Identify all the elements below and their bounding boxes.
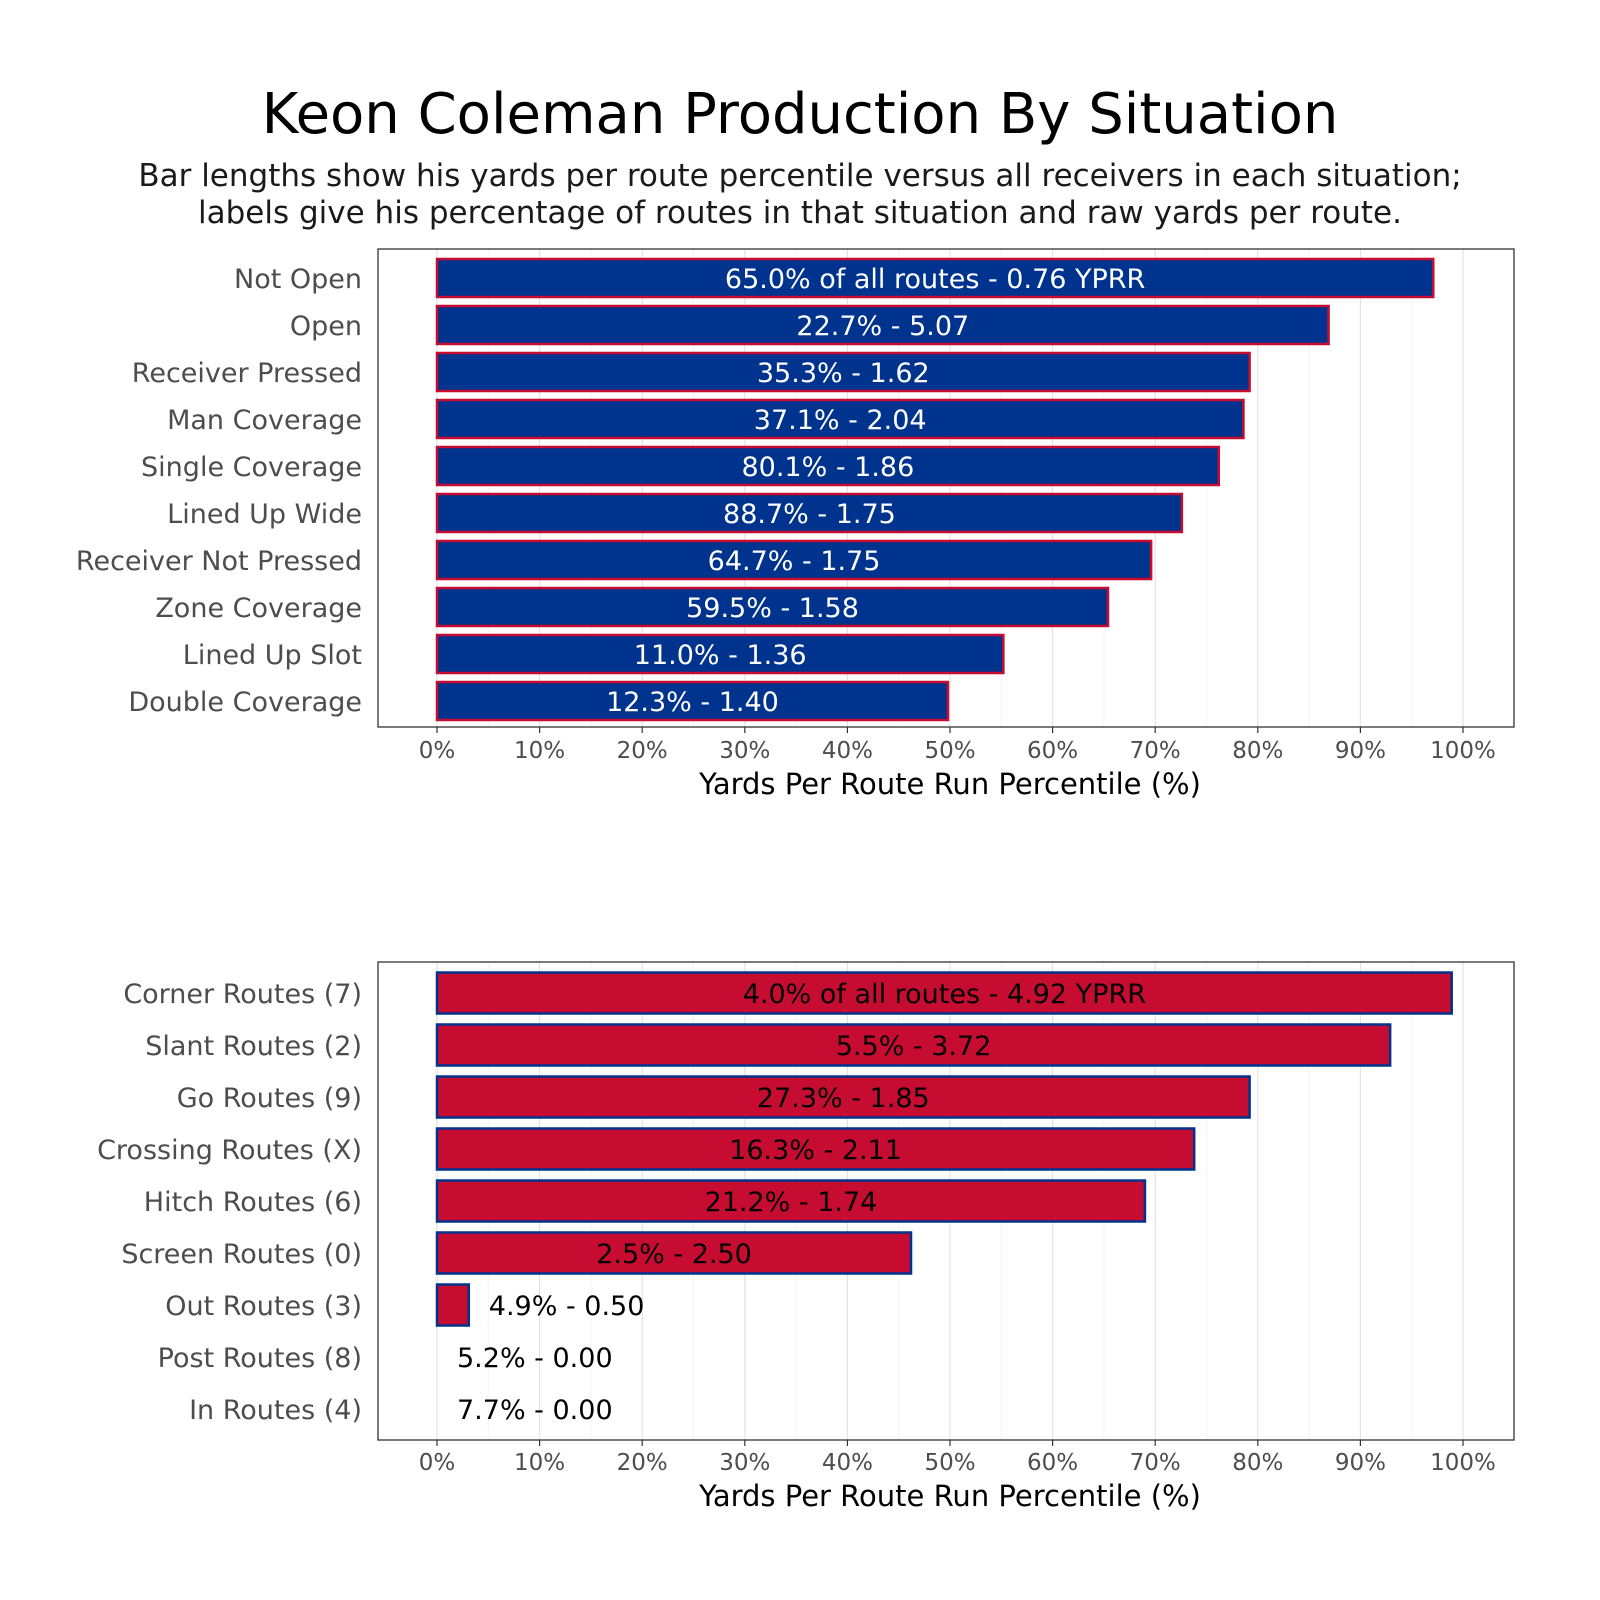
chart-title: Keon Coleman Production By Situation	[261, 82, 1339, 147]
category-label: Screen Routes (0)	[121, 1239, 362, 1270]
data-label: 22.7% - 5.07	[796, 311, 969, 342]
data-label: 11.0% - 1.36	[634, 640, 807, 671]
data-label: 21.2% - 1.74	[705, 1187, 878, 1218]
bar	[435, 1179, 1147, 1223]
data-label: 4.9% - 0.50	[489, 1291, 645, 1322]
bar	[435, 1283, 471, 1327]
category-label: Receiver Not Pressed	[76, 546, 362, 577]
bar	[435, 1231, 913, 1275]
data-label: 35.3% - 1.62	[757, 358, 930, 389]
x-tick-label: 70%	[1130, 1450, 1181, 1476]
x-tick-label: 80%	[1232, 1450, 1283, 1476]
x-tick-label: 50%	[924, 738, 975, 764]
chart-1: Not Open 65.0% of all routes - 0.76 YPRR O…	[76, 248, 1515, 801]
bar	[435, 1075, 1251, 1119]
category-label: Crossing Routes (X)	[97, 1135, 362, 1166]
x-tick-label: 0%	[419, 738, 456, 764]
x-tick-label: 20%	[617, 738, 668, 764]
x-tick-label: 90%	[1335, 1450, 1386, 1476]
data-label: 5.5% - 3.72	[836, 1031, 992, 1062]
x-axis-title: Yards Per Route Run Percentile (%)	[698, 767, 1201, 801]
chart-2: Corner Routes (7) 4.0% of all routes - 4.…	[97, 961, 1515, 1513]
bar	[435, 398, 1245, 440]
x-tick-label: 10%	[514, 738, 565, 764]
data-label: 4.0% of all routes - 4.92 YPRR	[743, 979, 1146, 1010]
x-tick-label: 50%	[924, 1450, 975, 1476]
category-label: Slant Routes (2)	[145, 1031, 362, 1062]
category-label: Out Routes (3)	[165, 1291, 362, 1322]
data-label: 64.7% - 1.75	[708, 546, 881, 577]
data-label: 7.7% - 0.00	[457, 1395, 613, 1426]
x-tick-label: 90%	[1335, 738, 1386, 764]
data-label: 5.2% - 0.00	[457, 1343, 613, 1374]
x-tick-label: 10%	[514, 1450, 565, 1476]
category-label: Hitch Routes (6)	[144, 1187, 362, 1218]
bar	[435, 633, 1005, 675]
category-label: In Routes (4)	[189, 1395, 362, 1426]
x-tick-label: 70%	[1130, 738, 1181, 764]
x-tick-label: 100%	[1430, 1450, 1496, 1476]
data-label: 65.0% of all routes - 0.76 YPRR	[725, 264, 1145, 295]
category-label: Single Coverage	[141, 452, 362, 483]
bar	[435, 351, 1251, 393]
x-tick-label: 30%	[719, 1450, 770, 1476]
x-tick-label: 40%	[822, 738, 873, 764]
data-label: 88.7% - 1.75	[723, 499, 896, 530]
x-tick-label: 60%	[1027, 738, 1078, 764]
x-tick-label: 20%	[617, 1450, 668, 1476]
data-label: 16.3% - 2.11	[729, 1135, 902, 1166]
bar	[435, 680, 950, 722]
bar	[435, 1023, 1392, 1067]
bar	[435, 1127, 1196, 1171]
category-label: Receiver Pressed	[132, 358, 362, 389]
data-label: 12.3% - 1.40	[606, 687, 779, 718]
bar	[435, 257, 1435, 299]
plot-border	[377, 961, 1515, 1441]
category-label: Open	[290, 311, 362, 342]
bar	[435, 445, 1221, 487]
x-axis-title: Yards Per Route Run Percentile (%)	[698, 1479, 1201, 1513]
bar	[435, 492, 1184, 534]
data-label: 80.1% - 1.86	[741, 452, 914, 483]
category-label: Go Routes (9)	[177, 1083, 362, 1114]
bar	[435, 971, 1453, 1015]
x-tick-label: 0%	[419, 1450, 456, 1476]
category-label: Double Coverage	[128, 687, 362, 718]
data-label: 27.3% - 1.85	[757, 1083, 930, 1114]
category-label: Not Open	[234, 264, 362, 295]
x-tick-label: 40%	[822, 1450, 873, 1476]
bar	[435, 586, 1110, 628]
data-label: 59.5% - 1.58	[686, 593, 859, 624]
category-label: Man Coverage	[167, 405, 362, 436]
category-label: Corner Routes (7)	[123, 979, 362, 1010]
data-label: 37.1% - 2.04	[754, 405, 927, 436]
category-label: Lined Up Wide	[167, 499, 362, 530]
chart-subtitle-line-2: labels give his percentage of routes in …	[198, 195, 1402, 231]
category-label: Lined Up Slot	[183, 640, 362, 671]
x-tick-label: 100%	[1430, 738, 1496, 764]
x-tick-label: 80%	[1232, 738, 1283, 764]
plot-border	[377, 248, 1515, 728]
category-label: Post Routes (8)	[158, 1343, 362, 1374]
category-label: Zone Coverage	[155, 593, 362, 624]
bar	[435, 304, 1330, 346]
bar	[435, 539, 1153, 581]
x-tick-label: 60%	[1027, 1450, 1078, 1476]
chart-subtitle-line-1: Bar lengths show his yards per route per…	[138, 158, 1462, 194]
data-label: 2.5% - 2.50	[596, 1239, 752, 1270]
x-tick-label: 30%	[719, 738, 770, 764]
